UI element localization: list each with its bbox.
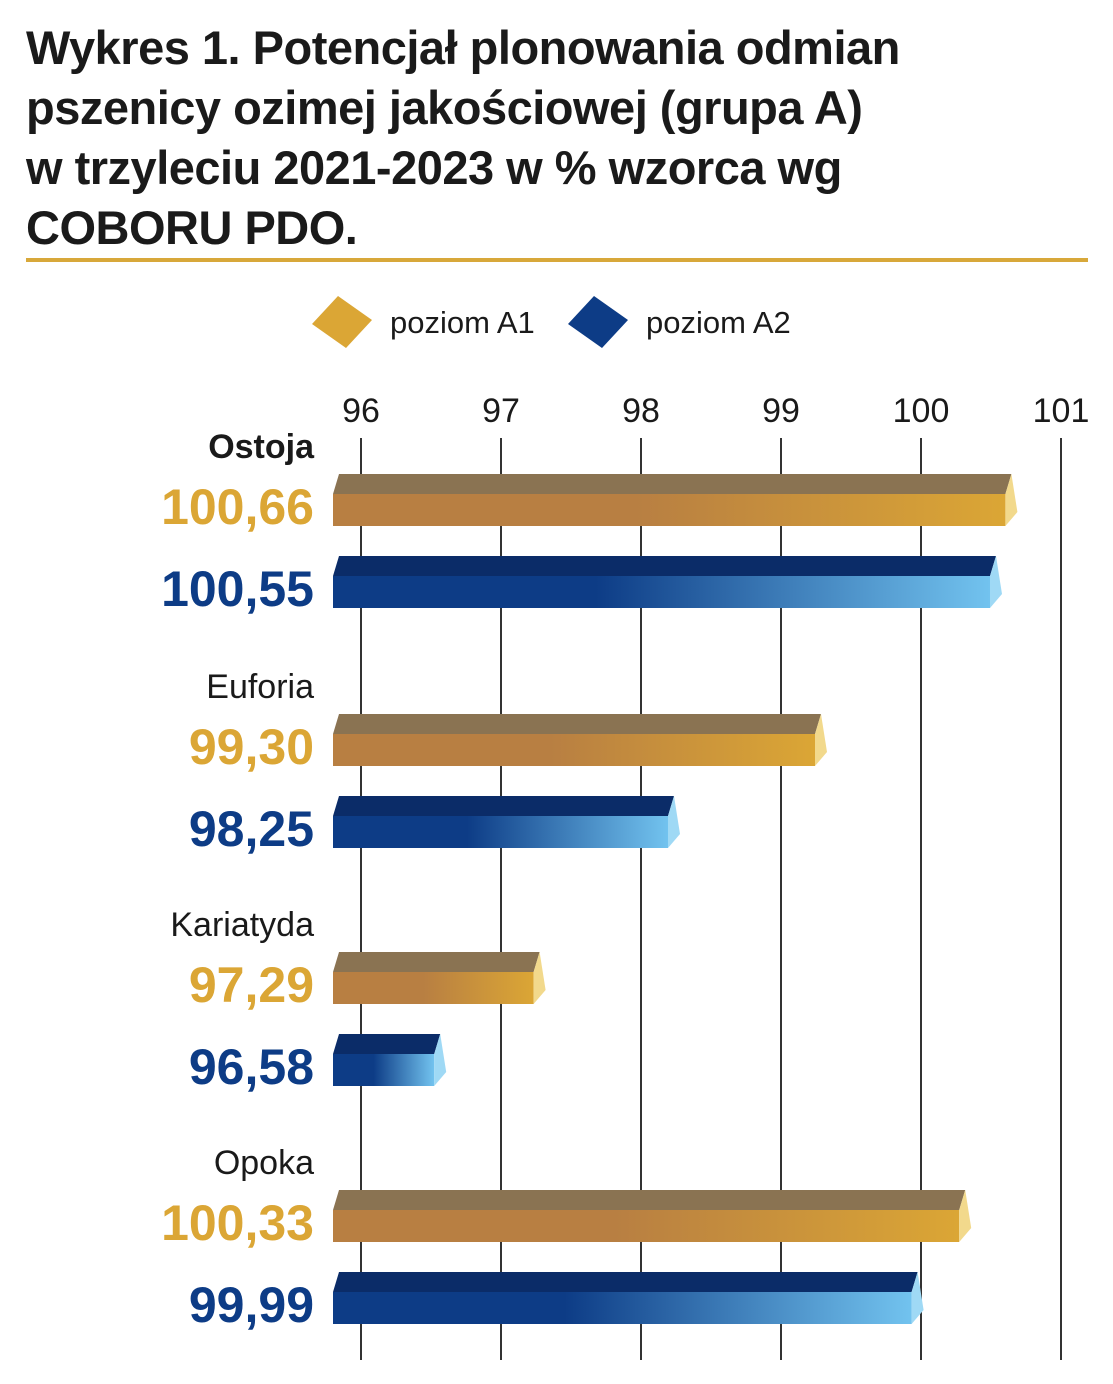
bar — [333, 1210, 960, 1242]
bar-top-face — [333, 796, 674, 816]
data-label: 97,29 — [189, 957, 314, 1013]
bar — [333, 734, 815, 766]
category-label: Ostoja — [208, 428, 315, 466]
title-line: COBORU PDO. — [26, 201, 358, 254]
bar-top-face — [333, 1272, 918, 1292]
tick-label: 96 — [342, 392, 380, 430]
bar-end-face — [434, 1034, 447, 1086]
bar-end-face — [911, 1272, 924, 1324]
bar — [333, 494, 1006, 526]
bar-end-face — [533, 952, 546, 1004]
bar — [333, 1054, 435, 1086]
data-label: 99,30 — [189, 719, 314, 775]
bar-top-face — [333, 1034, 441, 1054]
legend-swatch — [312, 296, 372, 348]
data-label: 100,33 — [161, 1195, 314, 1251]
data-label: 99,99 — [189, 1277, 314, 1333]
title-divider — [26, 258, 1088, 262]
category-label: Kariatyda — [170, 906, 314, 944]
bar-end-face — [668, 796, 680, 848]
tick-label: 101 — [1033, 392, 1090, 430]
chart-title: Wykres 1. Potencjał plonowania odmian ps… — [26, 18, 1086, 258]
bar — [333, 1292, 912, 1324]
bar — [333, 972, 534, 1004]
category-label: Opoka — [214, 1144, 314, 1182]
bar-end-face — [990, 556, 1002, 608]
bar-top-face — [333, 714, 821, 734]
legend-swatch — [568, 296, 628, 348]
legend-label: poziom A2 — [646, 305, 791, 340]
title-line: w trzyleciu 2021-2023 w % wzorca wg — [26, 141, 842, 194]
tick-label: 97 — [482, 392, 520, 430]
tick-label: 98 — [622, 392, 660, 430]
data-label: 98,25 — [189, 801, 314, 857]
category-label: Euforia — [206, 668, 314, 706]
data-label: 100,55 — [161, 561, 314, 617]
bar — [333, 576, 990, 608]
bar-top-face — [333, 556, 996, 576]
title-line: Wykres 1. Potencjał plonowania odmian — [26, 21, 900, 74]
data-label: 100,66 — [161, 479, 314, 535]
bar-end-face — [815, 714, 827, 766]
tick-label: 100 — [893, 392, 950, 430]
tick-label: 99 — [762, 392, 800, 430]
bar-end-face — [1005, 474, 1018, 526]
bar-top-face — [333, 1190, 966, 1210]
bar-top-face — [333, 952, 540, 972]
data-label: 96,58 — [189, 1039, 314, 1095]
bar-end-face — [959, 1190, 972, 1242]
legend-label: poziom A1 — [390, 305, 535, 340]
bar — [333, 816, 668, 848]
title-line: pszenicy ozimej jakościowej (grupa A) — [26, 81, 863, 134]
bar-top-face — [333, 474, 1012, 494]
